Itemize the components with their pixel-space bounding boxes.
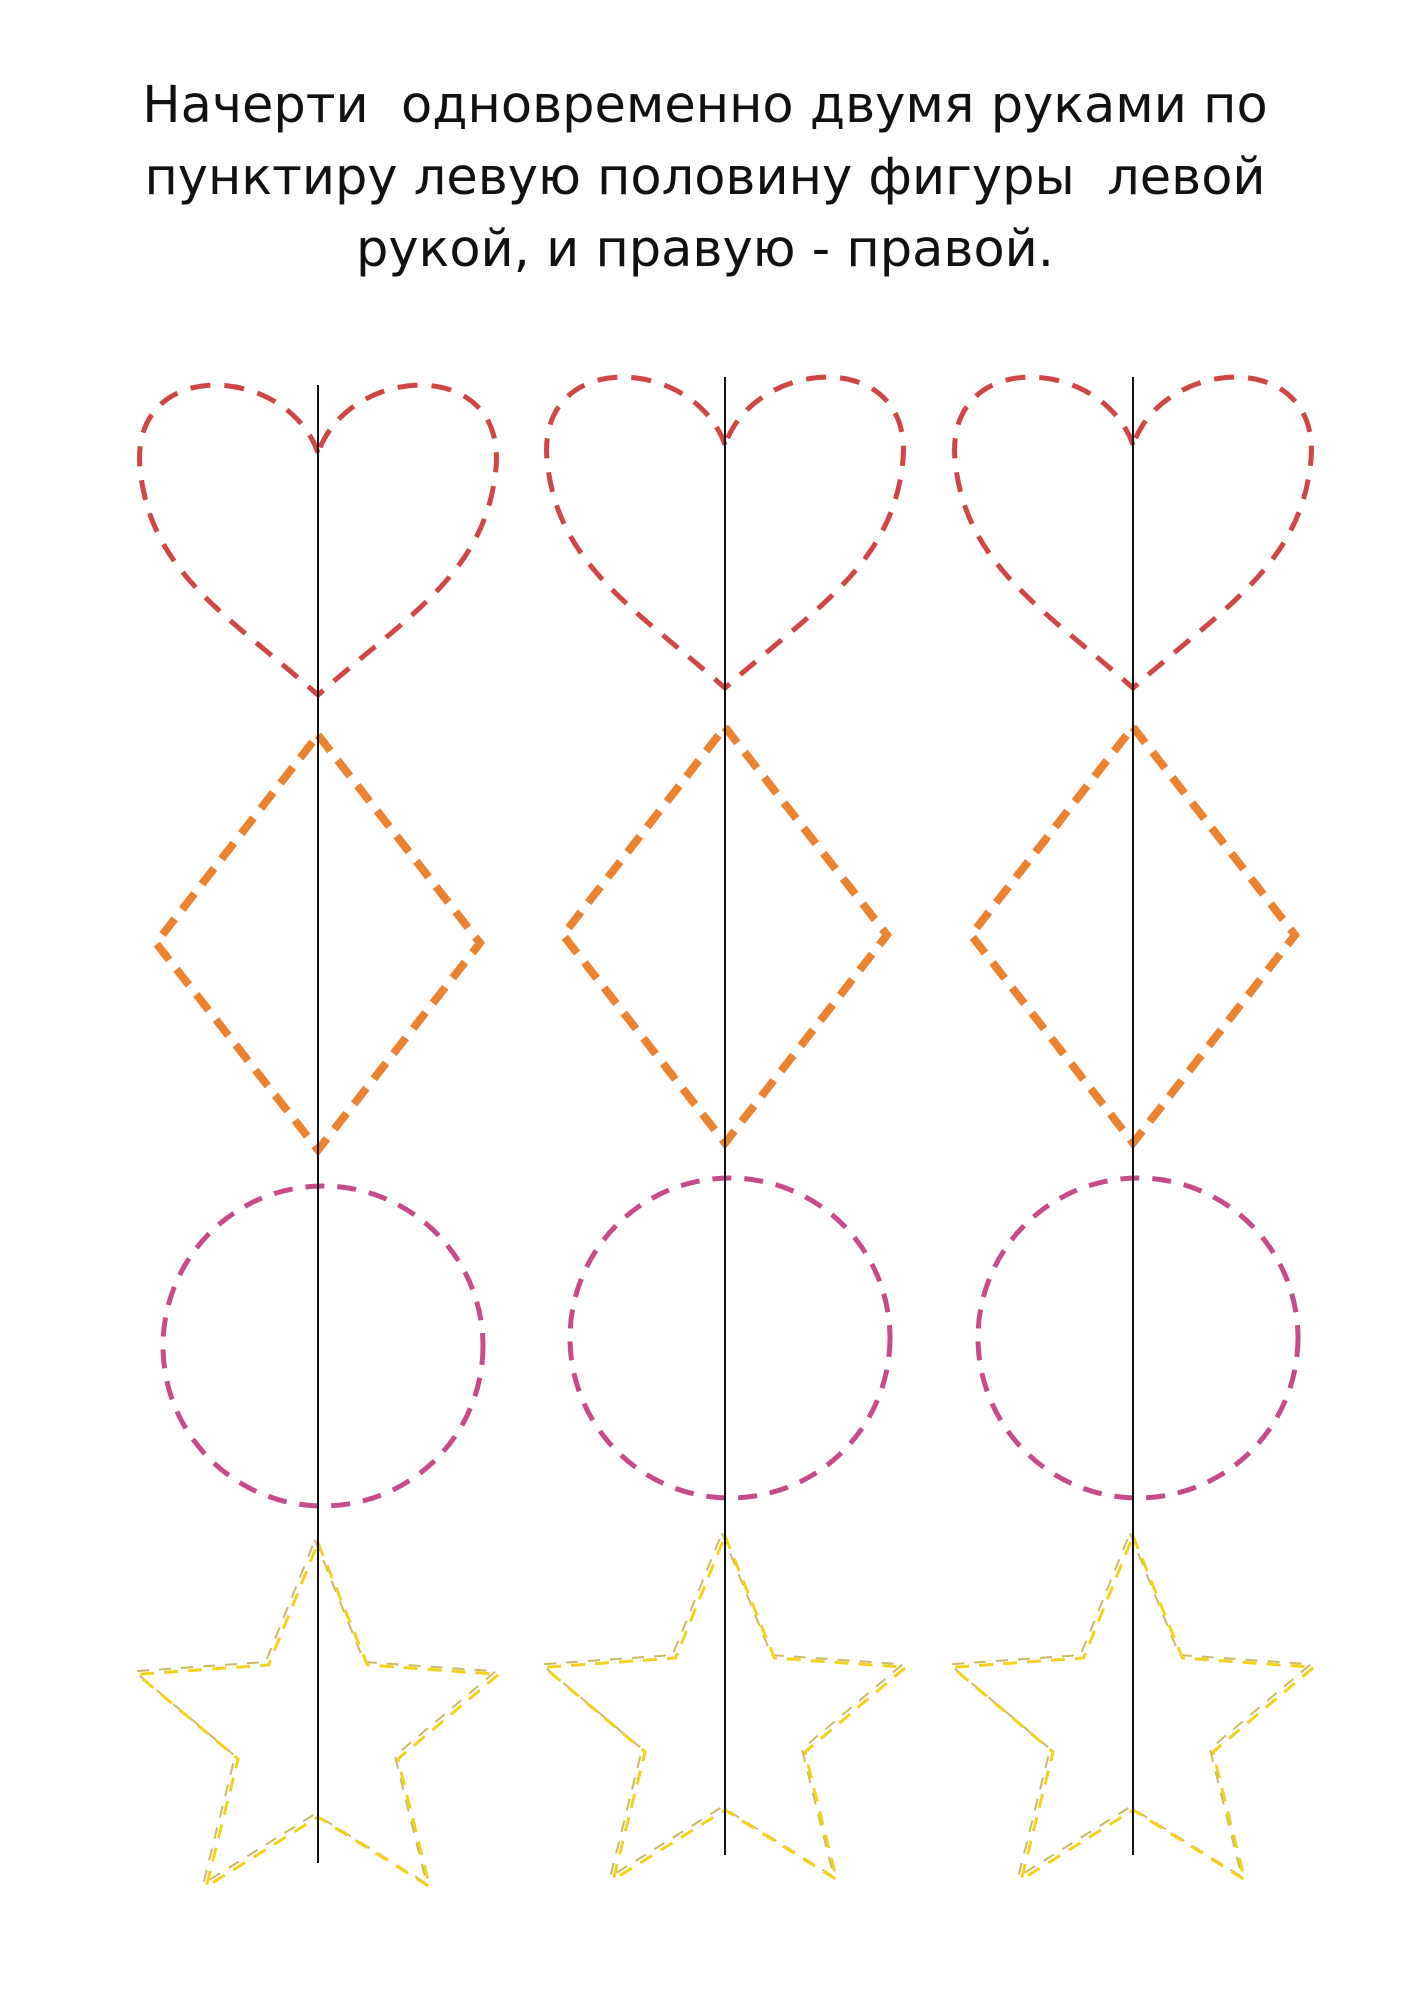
instruction-line-3: рукой, и правую - правой. [355,220,1055,279]
figure-column-2 [538,374,910,1883]
instruction-line-1: Начерти одновременно двумя руками по [142,76,1268,135]
figure-column-1 [131,382,503,1890]
instruction-text: Начерти одновременно двумя руками по пун… [0,70,1410,286]
circle-outline [567,1175,893,1501]
instruction-line-2: пунктиру левую половину фигуры левой [144,148,1266,207]
figure-columns [131,374,1318,1890]
figure-column-3 [946,374,1318,1883]
star-outline-shadow [946,1530,1314,1879]
star-outline-shadow [131,1537,499,1886]
circle-outline [975,1175,1301,1501]
star-outline-shadow [538,1530,906,1879]
circle-outline [160,1183,486,1509]
